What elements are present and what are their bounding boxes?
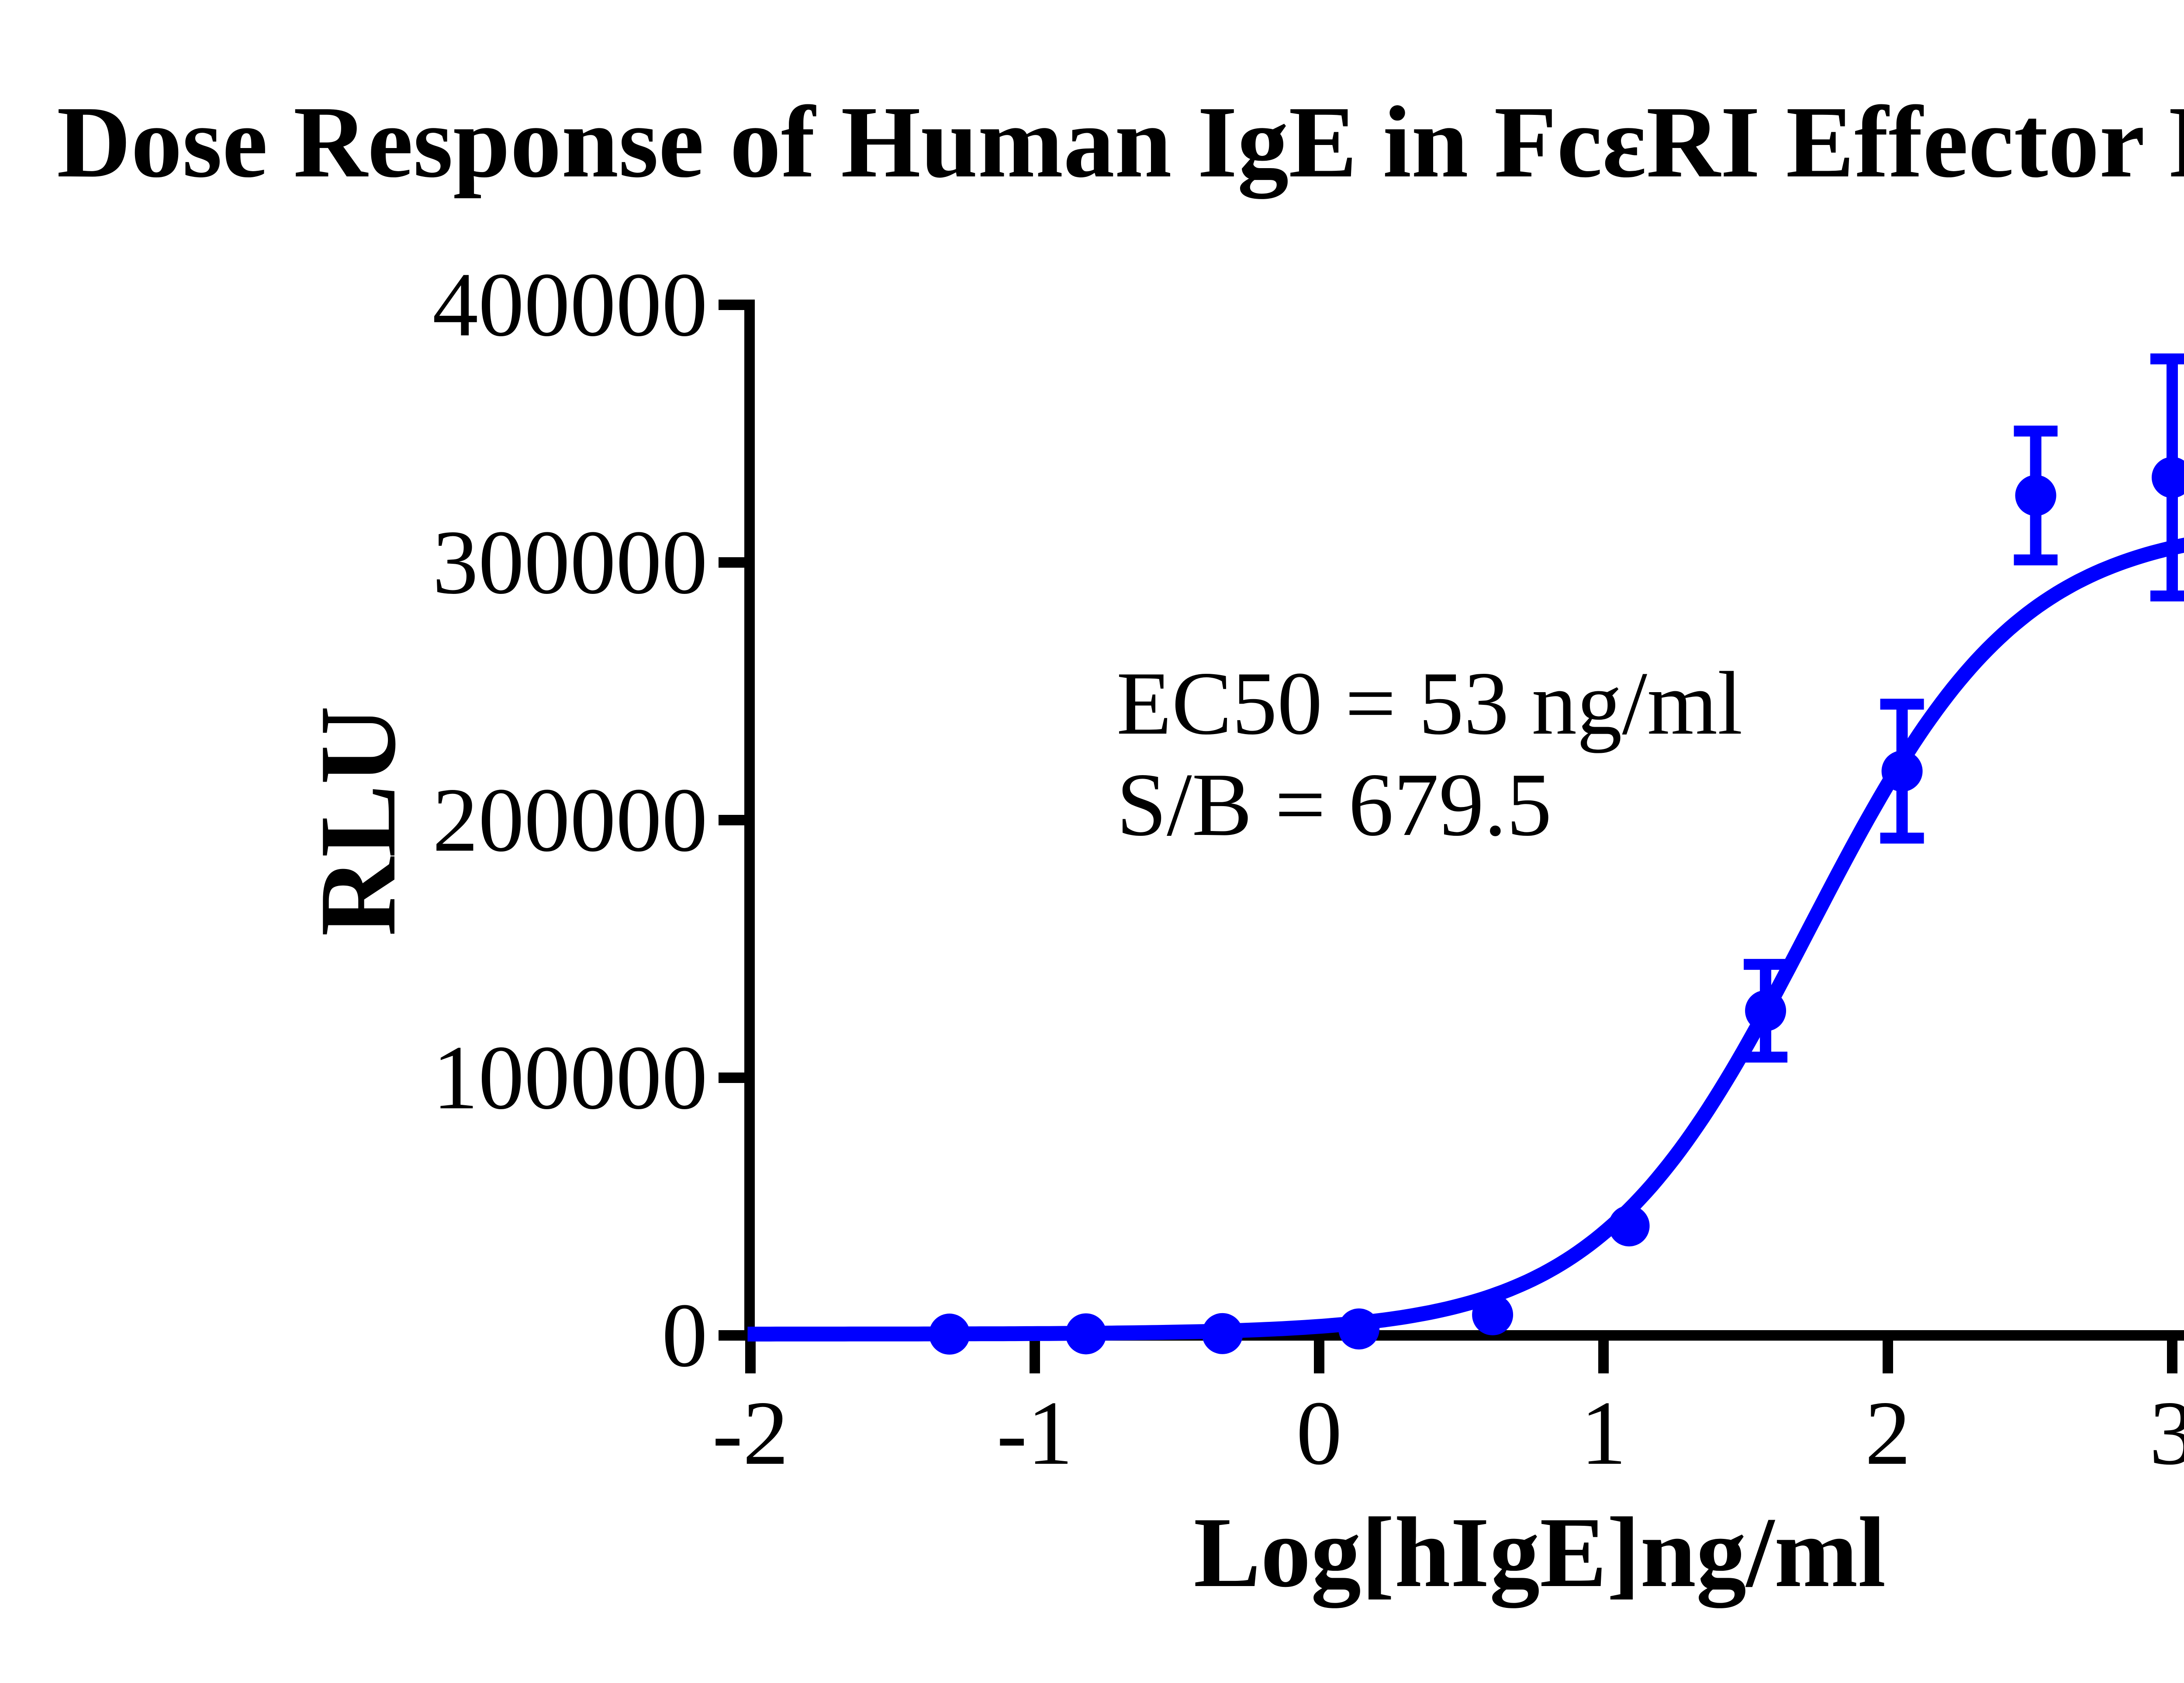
data-point-marker	[929, 1314, 970, 1355]
data-point-marker	[1472, 1294, 1514, 1335]
dose-response-fit-curve	[747, 538, 2184, 1342]
data-point-marker	[1338, 1308, 1380, 1350]
data-point-marker	[2152, 457, 2184, 498]
data-point-marker	[2015, 475, 2056, 516]
data-point-marker	[1608, 1205, 1650, 1247]
y-tick-label: 200000	[432, 769, 708, 871]
x-axis-title: Log[hIgE]ng/ml	[1193, 1497, 1886, 1608]
x-tick-label: 2	[1865, 1383, 1911, 1484]
data-point-marker	[1202, 1313, 1243, 1354]
x-tick-label: -2	[712, 1383, 789, 1484]
data-point-marker	[1881, 750, 1923, 792]
x-tick-label: -1	[996, 1383, 1073, 1484]
ec50-annotation-text: EC50 = 53 ng/ml	[1116, 653, 1743, 753]
signal-background-annotation-text: S/B = 679.5	[1116, 755, 1552, 855]
x-tick-label: 3	[2149, 1383, 2184, 1484]
y-tick-label: 100000	[432, 1027, 708, 1128]
data-point-marker	[1065, 1313, 1107, 1355]
chart-title: Dose Response of Human IgE in FcεRI Effe…	[56, 85, 2184, 199]
x-tick-label: 1	[1580, 1383, 1627, 1484]
y-tick-label: 0	[662, 1285, 708, 1386]
x-tick-label: 0	[1296, 1383, 1342, 1484]
y-tick-label: 300000	[432, 512, 708, 613]
fit-annotation: EC50 = 53 ng/ml S/B = 679.5	[1116, 653, 1743, 855]
data-point-marker	[1745, 990, 1787, 1031]
y-tick-label: 400000	[432, 254, 708, 355]
